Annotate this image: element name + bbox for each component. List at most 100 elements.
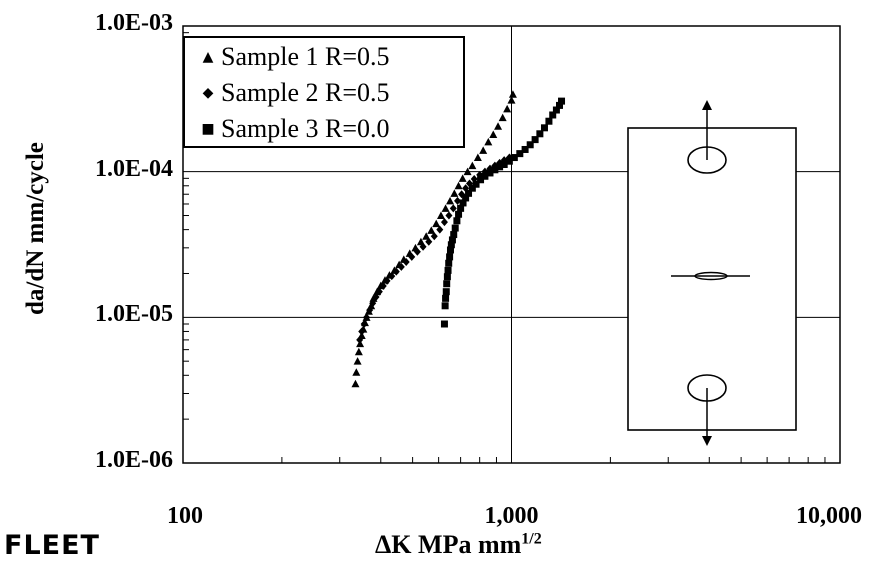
x-tick-label: 1,000 [484, 503, 539, 529]
data-point-triangle [463, 167, 472, 176]
data-point-square [445, 259, 453, 267]
specimen-diagram [627, 100, 797, 446]
data-point-diamond [356, 335, 364, 344]
data-point-square [486, 169, 494, 177]
data-point-square [491, 166, 499, 174]
data-point-triangle [508, 90, 517, 98]
data-point-square [558, 97, 566, 105]
data-point-square [552, 106, 560, 114]
data-point-square [453, 217, 461, 225]
legend-label: Sample 1 R=0.5 [221, 42, 390, 71]
data-point-triangle [422, 232, 431, 240]
data-point-square [457, 204, 465, 212]
data-point-square [556, 101, 564, 109]
data-point-square [440, 320, 448, 328]
x-axis-title-main: ΔK MPa mm [375, 530, 522, 559]
minor-tick-marks [183, 32, 826, 463]
data-point-square [531, 136, 539, 144]
data-point-square [459, 199, 467, 207]
data-point-square [472, 180, 480, 188]
data-point-diamond [372, 292, 380, 301]
data-point-triangle [507, 96, 516, 104]
plot-frame [182, 25, 841, 464]
data-point-diamond [379, 282, 387, 291]
data-point-square [465, 189, 473, 197]
data-point-triangle [468, 161, 477, 170]
data-point-diamond [369, 299, 377, 308]
x-axis-title-exponent: 1/2 [521, 530, 542, 548]
y-axis-title: da/dN mm/cycle [22, 142, 49, 315]
data-point-triangle [446, 196, 455, 205]
data-point-square [536, 130, 544, 138]
data-point-diamond [358, 327, 366, 336]
data-point-triangle [351, 379, 360, 388]
data-point-diamond [408, 252, 416, 261]
fleet-watermark: FLEET [4, 530, 100, 561]
y-tick-label: 1.0E-04 [95, 155, 173, 182]
data-point-square [477, 176, 485, 184]
data-point-triangle [441, 204, 450, 212]
data-point-triangle [479, 146, 488, 154]
data-point-diamond [375, 287, 383, 296]
legend-label: Sample 3 R=0.0 [221, 114, 390, 143]
square-marker-icon: ■ [201, 121, 215, 137]
legend-item-sample-2: ◆ Sample 2 R=0.5 [195, 78, 390, 108]
data-point-diamond [454, 196, 462, 205]
data-point-diamond [445, 211, 453, 220]
data-point-square [450, 231, 458, 239]
y-tick-label: 1.0E-03 [95, 10, 173, 36]
data-point-square [462, 194, 470, 202]
data-point-diamond [413, 247, 421, 256]
data-point-square [451, 224, 459, 232]
data-point-diamond [425, 237, 433, 246]
legend-item-sample-1: ▲ Sample 1 R=0.5 [195, 42, 390, 72]
data-point-triangle [454, 181, 463, 190]
data-point-triangle [352, 368, 361, 376]
data-point-square [481, 172, 489, 180]
data-point-square [447, 241, 455, 249]
diamond-marker-icon: ◆ [202, 85, 214, 101]
data-point-square [510, 154, 518, 162]
data-point-triangle [498, 113, 507, 122]
data-point-triangle [458, 174, 467, 182]
data-point-square [442, 294, 450, 302]
data-point-diamond [392, 267, 400, 276]
data-point-square [521, 145, 529, 153]
data-point-square [468, 184, 476, 192]
legend-label: Sample 2 R=0.5 [221, 78, 390, 107]
data-point-square [442, 288, 450, 296]
data-point-diamond [419, 242, 427, 251]
upper-arrowhead [702, 100, 712, 110]
data-point-square [446, 246, 454, 254]
data-series [351, 90, 566, 388]
data-point-square [444, 266, 452, 274]
series-2 [356, 153, 513, 344]
data-point-diamond [402, 257, 410, 266]
data-point-triangle [432, 219, 441, 228]
data-point-diamond [388, 272, 396, 281]
data-point-square [443, 273, 451, 281]
data-point-square [545, 117, 553, 125]
data-point-diamond [366, 306, 374, 315]
central-crack [694, 271, 728, 281]
y-tick-label: 1.0E-05 [95, 301, 173, 328]
data-point-triangle [436, 211, 445, 220]
data-point-square [496, 163, 504, 171]
data-point-diamond [397, 262, 405, 271]
data-point-triangle [473, 153, 482, 162]
data-point-diamond [383, 276, 391, 285]
x-axis-title: ΔK MPa mm1/2 [375, 530, 542, 560]
data-point-triangle [484, 137, 493, 146]
data-point-diamond [449, 204, 457, 213]
x-tick-label: 10,000 [796, 503, 862, 529]
data-point-diamond [430, 232, 438, 241]
y-tick-label: 1.0E-06 [95, 447, 173, 473]
data-point-square [526, 141, 534, 149]
data-point-square [446, 253, 454, 261]
data-point-square [500, 160, 508, 168]
data-point-square [455, 210, 463, 218]
legend: ▲ Sample 1 R=0.5 ◆ Sample 2 R=0.5 ■ Samp… [183, 36, 465, 148]
series-3 [440, 97, 566, 328]
data-point-triangle [427, 226, 436, 234]
